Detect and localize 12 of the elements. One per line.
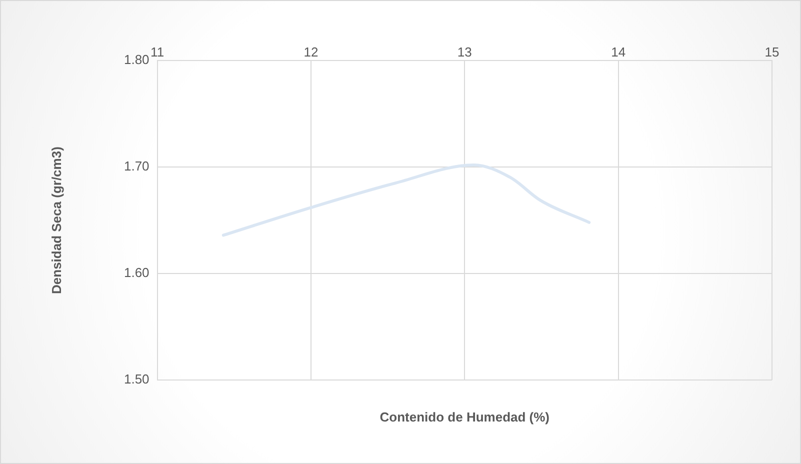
x-tick-label: 12 [304,44,318,60]
x-tick-label: 14 [611,44,626,60]
y-axis-title: Densidad Seca (gr/cm3) [48,146,64,294]
y-tick-label: 1.50 [124,372,150,387]
y-tick-label: 1.60 [124,265,150,280]
y-tick-label: 1.80 [124,52,150,68]
x-tick-label: 15 [764,44,780,60]
line-series [222,163,591,237]
x-axis-title: Contenido de Humedad (%) [380,410,550,425]
x-tick-label: 13 [457,44,472,60]
y-tick-label: 1.70 [124,158,150,174]
x-tick-label: 11 [150,44,164,60]
